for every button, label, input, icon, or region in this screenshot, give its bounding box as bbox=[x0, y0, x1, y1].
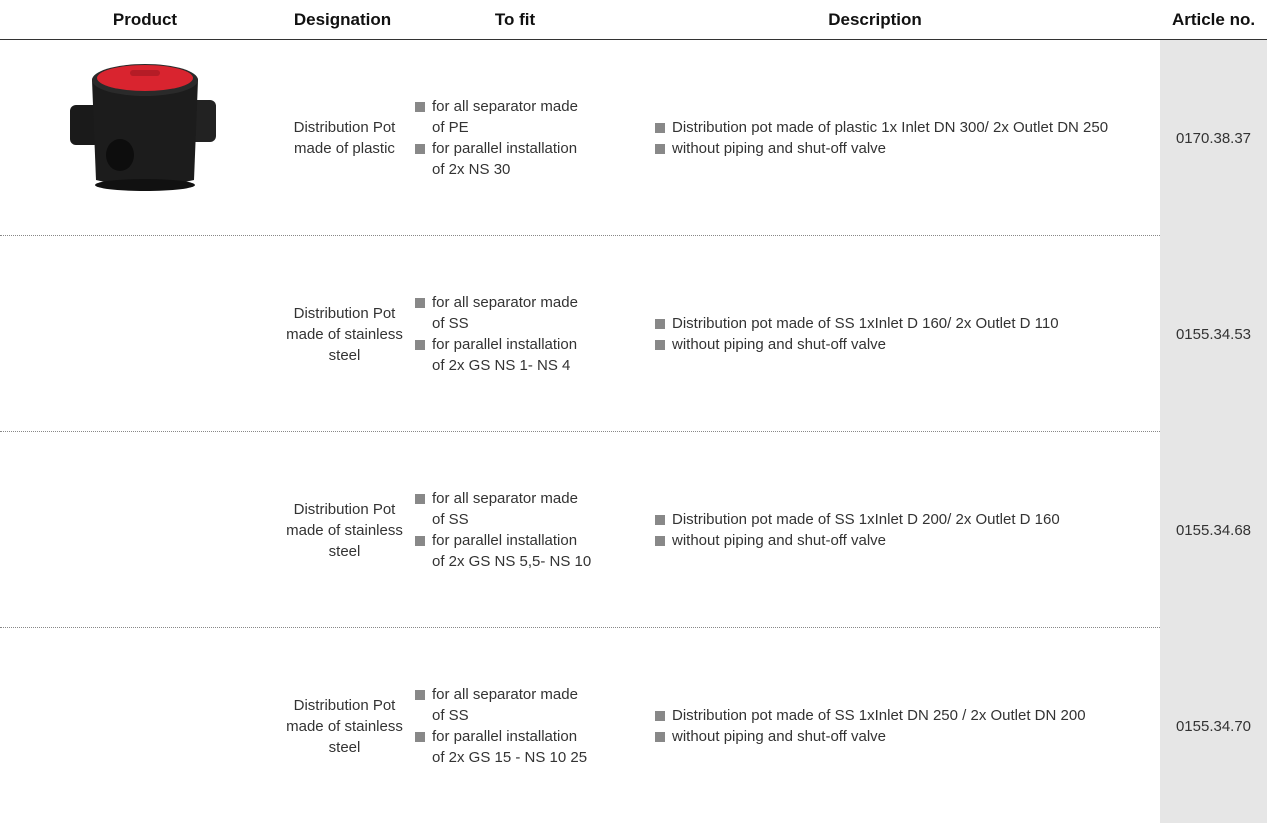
row-separator bbox=[0, 431, 1160, 432]
article-column-bg bbox=[1160, 40, 1267, 823]
table-row: Distribution Pot made of plastic for all … bbox=[0, 40, 1267, 236]
to-fit-list: for all separator made of PE for parallel… bbox=[415, 96, 592, 180]
description-item: without piping and shut-off valve bbox=[655, 334, 1112, 355]
description-item: without piping and shut-off valve bbox=[655, 530, 1112, 551]
article-no: 0155.34.68 bbox=[1175, 521, 1252, 539]
designation: Distribution Pot made of stainless steel bbox=[286, 500, 403, 560]
to-fit-list: for all separator made of SS for parallel… bbox=[415, 684, 592, 768]
designation: Distribution Pot made of stainless steel bbox=[286, 304, 403, 364]
description-list: Distribution pot made of SS 1xInlet DN 2… bbox=[655, 705, 1112, 747]
table-row: Distribution Pot made of stainless steel… bbox=[0, 432, 1267, 628]
to-fit: for all separator made of SS for parallel… bbox=[415, 432, 605, 628]
article-no: 0155.34.53 bbox=[1175, 325, 1252, 343]
to-fit-item: for parallel installation of 2x GS NS 5,… bbox=[415, 530, 592, 572]
to-fit-list: for all separator made of SS for parallel… bbox=[415, 292, 592, 376]
description-list: Distribution pot made of SS 1xInlet D 16… bbox=[655, 313, 1112, 355]
description-item: Distribution pot made of SS 1xInlet D 20… bbox=[655, 509, 1112, 530]
description: Distribution pot made of SS 1xInlet D 16… bbox=[655, 236, 1125, 432]
to-fit-item: for parallel installation of 2x GS 15 - … bbox=[415, 726, 592, 768]
table-row: Distribution Pot made of stainless steel… bbox=[0, 628, 1267, 824]
header-description: Description bbox=[828, 10, 922, 29]
description-list: Distribution pot made of plastic 1x Inle… bbox=[655, 117, 1112, 159]
header-to-fit: To fit bbox=[494, 10, 536, 29]
to-fit-item: for parallel installation of 2x GS NS 1-… bbox=[415, 334, 592, 376]
to-fit: for all separator made of SS for parallel… bbox=[415, 236, 605, 432]
to-fit-item: for all separator made of SS bbox=[415, 488, 592, 530]
description-item: Distribution pot made of SS 1xInlet D 16… bbox=[655, 313, 1112, 334]
header-product: Product bbox=[112, 10, 178, 29]
header-rule bbox=[0, 39, 1267, 40]
to-fit-item: for parallel installation of 2x NS 30 bbox=[415, 138, 592, 180]
to-fit-item: for all separator made of SS bbox=[415, 684, 592, 726]
row-separator bbox=[0, 627, 1160, 628]
header-designation: Designation bbox=[293, 10, 392, 29]
description-item: Distribution pot made of plastic 1x Inle… bbox=[655, 117, 1112, 138]
row-separator bbox=[0, 235, 1160, 236]
table-row: Distribution Pot made of stainless steel… bbox=[0, 236, 1267, 432]
to-fit-list: for all separator made of SS for parallel… bbox=[415, 488, 592, 572]
description-item: without piping and shut-off valve bbox=[655, 138, 1112, 159]
to-fit: for all separator made of SS for parallel… bbox=[415, 628, 605, 824]
description-list: Distribution pot made of SS 1xInlet D 20… bbox=[655, 509, 1112, 551]
description-item: Distribution pot made of SS 1xInlet DN 2… bbox=[655, 705, 1112, 726]
designation: Distribution Pot made of plastic bbox=[293, 119, 396, 157]
to-fit-item: for all separator made of SS bbox=[415, 292, 592, 334]
product-image bbox=[70, 64, 216, 191]
description: Distribution pot made of plastic 1x Inle… bbox=[655, 40, 1125, 236]
description-item: without piping and shut-off valve bbox=[655, 726, 1112, 747]
article-no: 0170.38.37 bbox=[1175, 129, 1252, 147]
article-no: 0155.34.70 bbox=[1175, 717, 1252, 735]
designation: Distribution Pot made of stainless steel bbox=[286, 696, 403, 756]
header-article: Article no. bbox=[1171, 10, 1256, 29]
description: Distribution pot made of SS 1xInlet DN 2… bbox=[655, 628, 1125, 824]
to-fit-item: for all separator made of PE bbox=[415, 96, 592, 138]
description: Distribution pot made of SS 1xInlet D 20… bbox=[655, 432, 1125, 628]
to-fit: for all separator made of PE for parallel… bbox=[415, 40, 605, 236]
